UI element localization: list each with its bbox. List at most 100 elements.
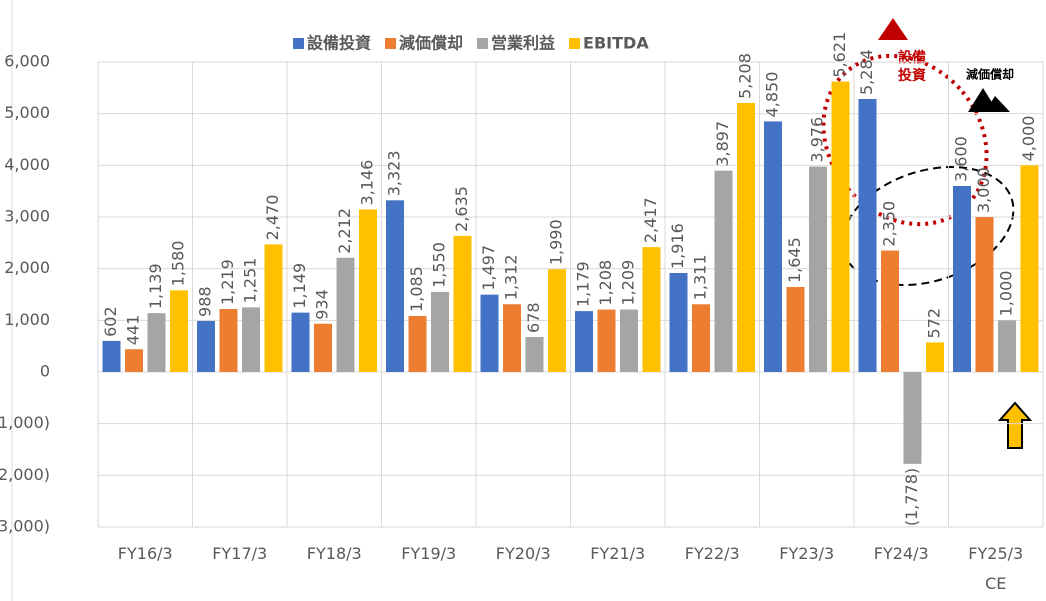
bar (242, 307, 260, 372)
bar (809, 166, 827, 372)
data-label: 1,990 (547, 219, 566, 265)
bar (431, 291, 449, 372)
x-tick-label: FY21/3 (590, 544, 646, 563)
bar (408, 315, 427, 372)
bar (480, 294, 499, 372)
bar (219, 309, 238, 372)
x-tick-label: FY17/3 (212, 544, 268, 563)
bar (903, 372, 922, 464)
data-label: 4,000 (1019, 116, 1038, 162)
bar (386, 200, 404, 372)
data-label: 572 (925, 308, 944, 339)
data-label: 934 (313, 289, 332, 320)
data-label: 1,645 (785, 237, 804, 283)
bar (620, 309, 638, 372)
x-tick-label: FY25/3 CE (968, 544, 1024, 593)
annotation: 投資 (898, 67, 926, 84)
y-tick-label: 4,000 (4, 155, 50, 174)
legend-swatch (385, 38, 397, 49)
bar (926, 342, 944, 372)
bar (692, 304, 710, 372)
bar (764, 121, 782, 373)
bar (1020, 165, 1039, 372)
y-tick-label: (2,000) (0, 465, 50, 484)
data-label: 1,208 (596, 260, 615, 306)
bar (264, 244, 283, 372)
x-tick-label: FY20/3 (495, 544, 551, 563)
data-label: 2,212 (335, 208, 354, 254)
bar (359, 209, 377, 372)
y-tick-label: 1,000 (4, 310, 50, 329)
annotation: 設備 (898, 49, 926, 66)
data-label: 1,550 (430, 242, 449, 288)
bar (548, 269, 566, 372)
bar (102, 340, 121, 372)
data-label: 5,284 (857, 49, 876, 95)
bar (953, 186, 971, 372)
x-tick-label: FY18/3 (306, 544, 362, 563)
bar (314, 323, 332, 372)
data-label: (1,778) (902, 468, 921, 526)
data-label: 5,621 (830, 32, 849, 78)
data-label: 3,323 (385, 150, 404, 196)
bar (291, 312, 310, 372)
y-tick-label: 6,000 (4, 52, 50, 71)
data-label: 1,149 (290, 263, 309, 309)
data-label: 1,219 (218, 259, 237, 305)
bar (642, 247, 661, 372)
legend-swatch (569, 38, 581, 49)
data-label: 1,179 (574, 261, 593, 307)
y-tick-label: 0 (40, 362, 50, 381)
data-label: 3,146 (358, 160, 377, 206)
y-tick-label: 3,000 (4, 207, 50, 226)
x-tick-label: FY22/3 (684, 544, 740, 563)
bar (831, 81, 850, 372)
bar (125, 349, 143, 372)
data-label: 3,897 (713, 121, 732, 167)
icon (985, 96, 1010, 112)
data-label: 3,600 (952, 136, 971, 182)
bar (525, 336, 544, 372)
data-label: 1,497 (479, 245, 498, 291)
bar (786, 287, 805, 372)
data-label: 1,580 (169, 241, 188, 287)
bar (197, 320, 215, 372)
arrow (997, 401, 1033, 449)
bar (714, 170, 733, 372)
bar (575, 311, 593, 372)
data-label: 1,312 (502, 254, 521, 300)
bar (336, 257, 355, 372)
data-label: 1,000 (997, 271, 1016, 317)
legend-label: 設備投資 (307, 34, 371, 53)
data-label: 1,251 (241, 258, 260, 304)
y-tick-label: 5,000 (4, 103, 50, 122)
bar (453, 235, 472, 372)
y-tick-label: 2,000 (4, 258, 50, 277)
frame (11, 0, 13, 601)
data-label: 1,916 (668, 223, 687, 269)
data-label: 4,850 (763, 72, 782, 118)
data-label: 2,470 (263, 195, 282, 241)
x-tick-label: FY24/3 (873, 544, 929, 563)
y-tick-label: (1,000) (0, 413, 50, 432)
bar (503, 304, 521, 372)
data-label: 1,085 (407, 266, 426, 312)
icon (878, 18, 908, 40)
data-label: 678 (524, 302, 543, 333)
y-tick-label: (3,000) (0, 517, 50, 536)
bar (881, 250, 899, 372)
data-label: 5,208 (736, 53, 755, 99)
legend-swatch (293, 38, 304, 49)
data-label: 2,417 (641, 197, 660, 243)
data-label: 988 (196, 286, 215, 317)
bar (597, 309, 616, 372)
bar (998, 320, 1016, 372)
legend-label: 減価償却 (399, 34, 463, 53)
bar (858, 98, 877, 372)
data-label: 1,311 (691, 254, 710, 300)
legend-swatch (477, 38, 489, 49)
data-label: 1,209 (619, 260, 638, 306)
data-label: 441 (124, 315, 143, 346)
